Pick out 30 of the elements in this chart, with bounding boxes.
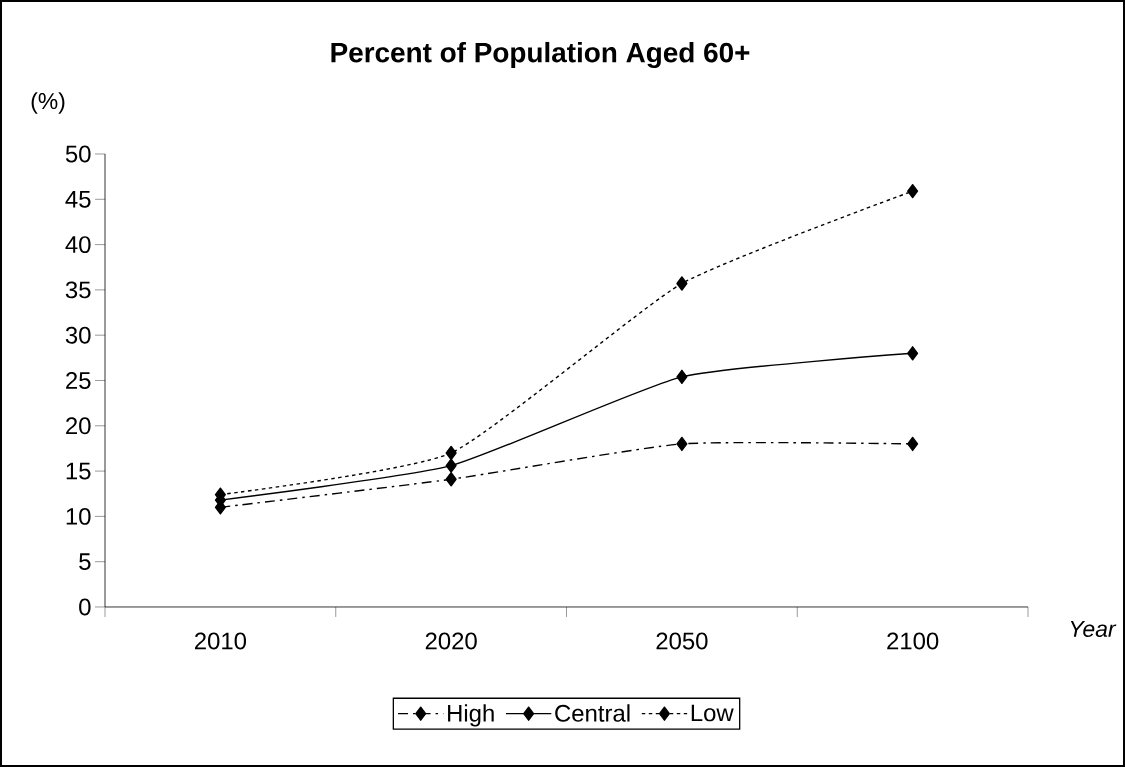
- legend-label: High: [448, 704, 494, 727]
- point: [445, 472, 457, 487]
- y-tick-label: 0: [79, 598, 91, 616]
- y-tick-label: 35: [65, 281, 91, 299]
- point: [907, 436, 919, 452]
- y-tick-label: 15: [66, 462, 91, 480]
- x-tick-label: 2100: [887, 632, 939, 650]
- point: [907, 346, 919, 361]
- point: [676, 369, 688, 385]
- point: [676, 276, 688, 291]
- x-tick-label: 2020: [425, 632, 477, 650]
- point: [676, 436, 688, 452]
- chart-title: Percent of Population Aged 60+: [331, 41, 750, 69]
- legend-label: Low: [691, 704, 734, 722]
- y-tick-label: 10: [66, 507, 91, 525]
- y-tick-label: 5: [79, 553, 91, 571]
- legend-label: Central: [555, 704, 630, 722]
- y-axis-title: (%): [31, 92, 65, 114]
- x-tick-label: 2050: [656, 632, 708, 650]
- point: [907, 183, 919, 199]
- point: [445, 445, 457, 461]
- y-tick-label: 25: [66, 372, 91, 389]
- y-tick-label: 50: [65, 145, 91, 163]
- x-axis-title: Year: [1070, 620, 1117, 637]
- point: [445, 458, 457, 473]
- x-tick-label: 2010: [194, 632, 247, 650]
- y-tick-label: 45: [65, 190, 91, 208]
- y-tick-label: 40: [65, 236, 91, 254]
- y-tick-label: 30: [65, 326, 91, 344]
- y-tick-label: 20: [66, 417, 91, 435]
